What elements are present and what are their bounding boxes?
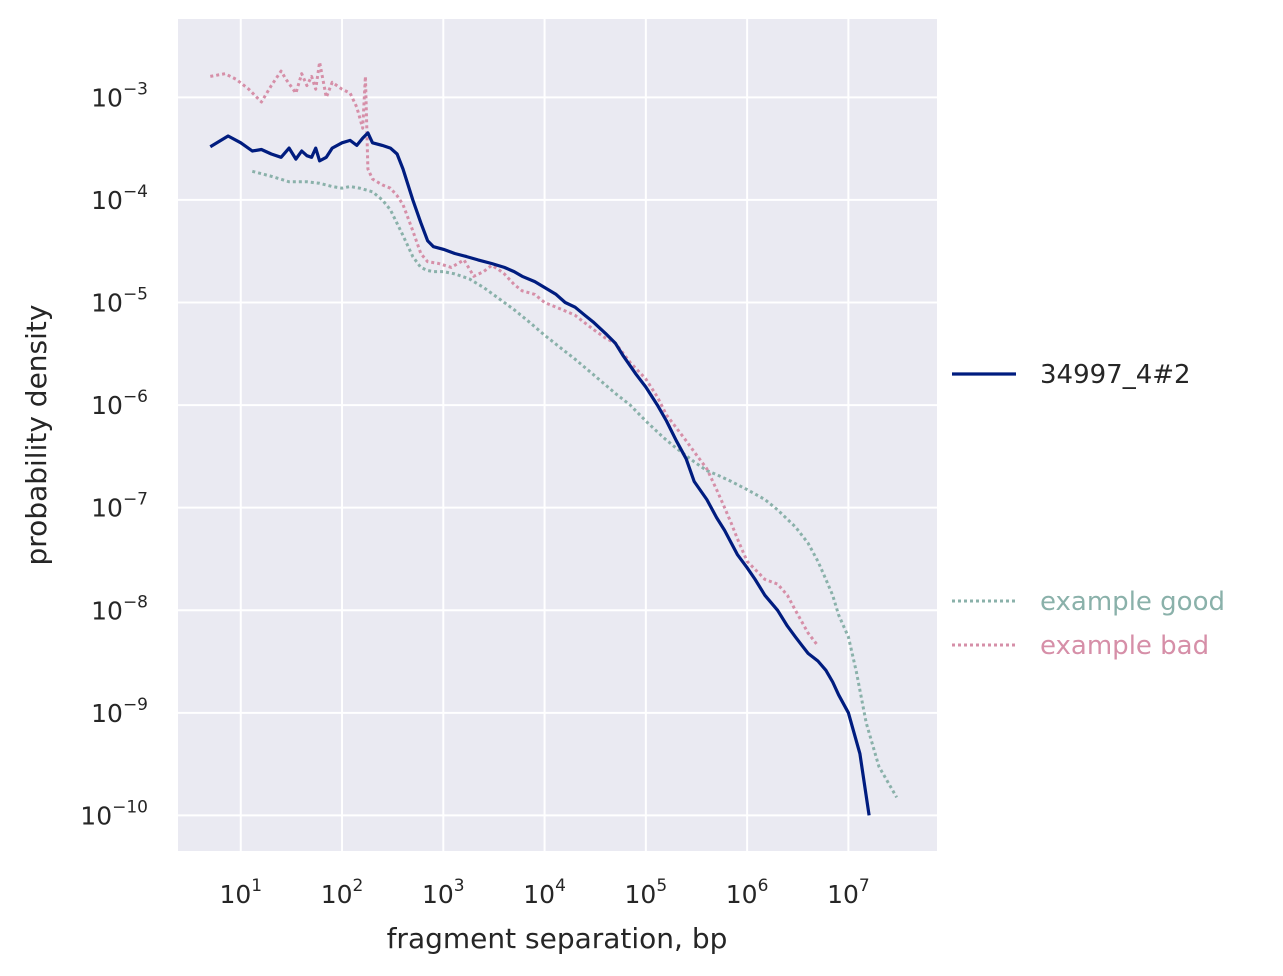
y-tick-label: 10−3 [91,79,148,112]
series-line-example-good [251,169,898,799]
x-tick-label: 105 [625,876,668,909]
x-tick-labels: 101 102 103 104 105 106 107 [219,876,869,909]
y-tick-label: 10−8 [91,592,148,625]
legend-label: example bad [1040,631,1209,661]
grid [178,19,937,851]
plot-area [178,19,937,851]
legend-label: 34997_4#2 [1040,360,1191,390]
x-tick-label: 106 [726,876,769,909]
x-tick-label: 101 [219,876,262,909]
y-tick-label: 10−9 [91,695,148,728]
x-tick-label: 107 [827,876,870,909]
x-axis-label: fragment separation, bp [387,922,728,955]
y-tick-label: 10−10 [80,797,148,830]
series-line-34997-4-2 [209,131,871,816]
series-line-example-bad [210,60,820,647]
y-tick-label: 10−4 [91,182,148,215]
y-tick-label: 10−5 [91,284,148,317]
legend-label: example good [1040,587,1225,617]
y-tick-label: 10−7 [91,490,148,523]
y-tick-labels: 10−3 10−4 10−5 10−6 10−7 10−8 10−9 10−10 [80,79,148,830]
x-tick-label: 104 [523,876,566,909]
y-tick-label: 10−6 [91,387,148,420]
x-tick-label: 102 [321,876,364,909]
series-group [209,60,898,816]
y-axis-label: probability density [20,305,53,566]
x-tick-label: 103 [422,876,465,909]
